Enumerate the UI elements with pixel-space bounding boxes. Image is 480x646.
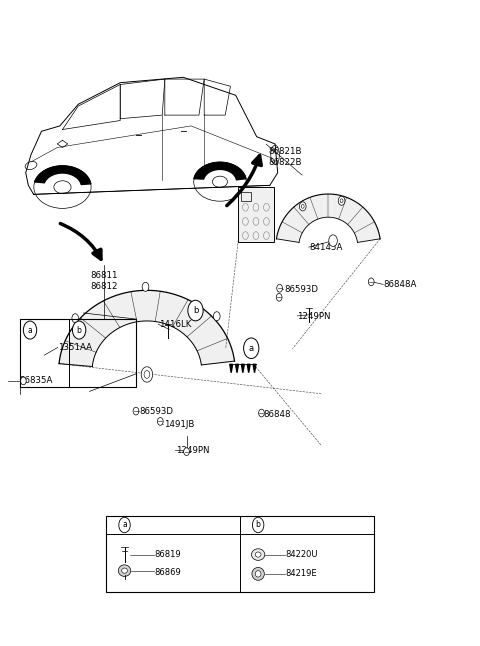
Circle shape bbox=[133, 407, 139, 415]
Circle shape bbox=[141, 367, 153, 382]
Circle shape bbox=[276, 293, 282, 301]
Ellipse shape bbox=[252, 548, 265, 560]
Text: 86593D: 86593D bbox=[140, 407, 174, 416]
Circle shape bbox=[21, 377, 26, 385]
Text: 86848A: 86848A bbox=[383, 280, 417, 289]
Text: 86821B
86822B: 86821B 86822B bbox=[269, 147, 302, 167]
Polygon shape bbox=[253, 364, 256, 373]
Text: 1249PN: 1249PN bbox=[297, 312, 331, 321]
Text: a: a bbox=[122, 521, 127, 530]
Circle shape bbox=[142, 282, 149, 291]
Polygon shape bbox=[247, 364, 250, 373]
Circle shape bbox=[188, 300, 203, 321]
Polygon shape bbox=[276, 194, 380, 242]
Circle shape bbox=[72, 321, 86, 339]
Polygon shape bbox=[35, 166, 91, 185]
Ellipse shape bbox=[255, 570, 261, 577]
Text: 86811
86812: 86811 86812 bbox=[90, 271, 118, 291]
Text: 84145A: 84145A bbox=[309, 243, 343, 251]
Circle shape bbox=[277, 284, 282, 292]
Text: a: a bbox=[28, 326, 32, 335]
Circle shape bbox=[259, 409, 264, 417]
Circle shape bbox=[338, 196, 345, 205]
Text: a: a bbox=[249, 344, 254, 353]
Text: 86593D: 86593D bbox=[284, 285, 318, 294]
Text: b: b bbox=[256, 521, 261, 530]
Circle shape bbox=[184, 448, 190, 455]
Circle shape bbox=[252, 517, 264, 533]
Text: b: b bbox=[77, 326, 82, 335]
Text: 86835A: 86835A bbox=[20, 377, 53, 386]
Text: 84219E: 84219E bbox=[285, 569, 317, 578]
Text: 1351AA: 1351AA bbox=[58, 343, 92, 352]
Bar bbox=[20, 319, 136, 388]
Polygon shape bbox=[194, 162, 246, 180]
Circle shape bbox=[368, 278, 374, 286]
Text: 1249PN: 1249PN bbox=[176, 446, 209, 455]
Text: 84220U: 84220U bbox=[285, 550, 318, 559]
Polygon shape bbox=[241, 364, 244, 373]
Ellipse shape bbox=[121, 568, 127, 573]
Circle shape bbox=[157, 417, 163, 425]
Circle shape bbox=[214, 312, 220, 320]
Circle shape bbox=[300, 202, 306, 211]
Circle shape bbox=[243, 338, 259, 359]
Text: 86848: 86848 bbox=[263, 410, 290, 419]
Text: 1491JB: 1491JB bbox=[164, 420, 194, 429]
Text: 86819: 86819 bbox=[154, 550, 181, 559]
Circle shape bbox=[72, 314, 79, 323]
Text: 1416LK: 1416LK bbox=[159, 320, 191, 329]
Circle shape bbox=[329, 235, 337, 247]
Polygon shape bbox=[236, 364, 239, 373]
Text: 86869: 86869 bbox=[154, 568, 181, 577]
Polygon shape bbox=[230, 364, 233, 373]
Bar bbox=[107, 516, 373, 592]
Text: b: b bbox=[193, 306, 198, 315]
Ellipse shape bbox=[252, 567, 264, 580]
Ellipse shape bbox=[118, 565, 131, 576]
Ellipse shape bbox=[255, 552, 261, 557]
Circle shape bbox=[119, 517, 130, 533]
Polygon shape bbox=[59, 290, 235, 366]
Bar bbox=[240, 193, 251, 202]
Circle shape bbox=[24, 321, 36, 339]
Bar bbox=[238, 187, 274, 242]
